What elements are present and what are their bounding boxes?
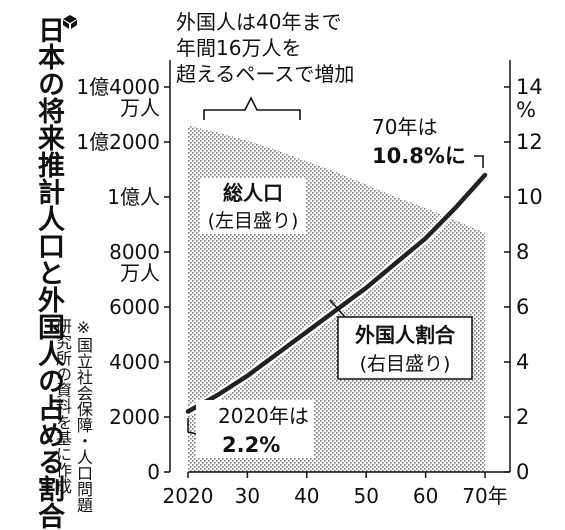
right-tick-label: 12 (516, 130, 543, 154)
right-tick-label: 0 (516, 460, 529, 484)
annotation-brace (203, 96, 301, 120)
right-tick-label: 6 (516, 295, 529, 319)
left-tick-label: 8000 (109, 240, 160, 264)
right-tick-label: 10 (516, 185, 543, 209)
top-annotation-line-1: 外国人は40年まで (176, 10, 341, 34)
top-annotation-line-2: 年間16万人を (176, 36, 301, 60)
left-tick-label: 6000 (109, 295, 160, 319)
x-tick-label: 50 (353, 484, 378, 508)
left-tick-label: 2000 (109, 405, 160, 429)
left-unit-label: 万人 (120, 96, 160, 120)
right-tick-label: 4 (516, 350, 529, 374)
top-annotation-line-3: 超えるペースで増加 (176, 62, 354, 86)
end-annotation-line-1: 70年は (372, 115, 437, 139)
left-tick-label: 1億4000 (76, 75, 160, 99)
source-note: ※国立社会保障・人口問題研究所の資料を基に作成 (53, 318, 93, 513)
start-annotation-line-2: 2.2% (222, 433, 280, 457)
x-tick-label: 60 (413, 484, 438, 508)
end-annotation-pointer (474, 155, 484, 168)
start-annotation-line-1: 2020年は (218, 404, 309, 428)
x-tick-label: 2020 (163, 484, 214, 508)
end-annotation-box (366, 112, 472, 170)
left-tick-label: 4000 (109, 350, 160, 374)
share-line (185, 172, 488, 414)
x-tick-label: 70年 (462, 484, 507, 508)
logo-icon (63, 15, 77, 29)
start-annotation-box (196, 400, 314, 458)
right-tick-label: 2 (516, 405, 529, 429)
x-tick-label: 40 (294, 484, 319, 508)
chart-title: 日本の将来推計人口と外国人の占める割合 (33, 16, 64, 529)
population-series-label: 総人口 (223, 181, 283, 205)
left-tick-label: 1億2000 (76, 130, 160, 154)
end-annotation-line-2: 10.8%に (372, 144, 466, 168)
population-label-box (200, 178, 306, 234)
share-label-pointer (329, 299, 346, 318)
share-series-label: 外国人割合 (355, 323, 456, 347)
population-axis-note: (左目盛り) (208, 210, 299, 232)
left-tick-label: 1億人 (107, 185, 160, 209)
share-axis-note: (右目盛り) (360, 353, 451, 375)
x-tick-label: 30 (235, 484, 260, 508)
share-label-box (337, 316, 473, 380)
right-tick-label: 14 (516, 75, 543, 99)
left-unit-label: 万人 (120, 261, 160, 285)
right-unit-label: % (516, 98, 536, 122)
left-tick-label: 0 (147, 460, 160, 484)
right-tick-label: 8 (516, 240, 529, 264)
